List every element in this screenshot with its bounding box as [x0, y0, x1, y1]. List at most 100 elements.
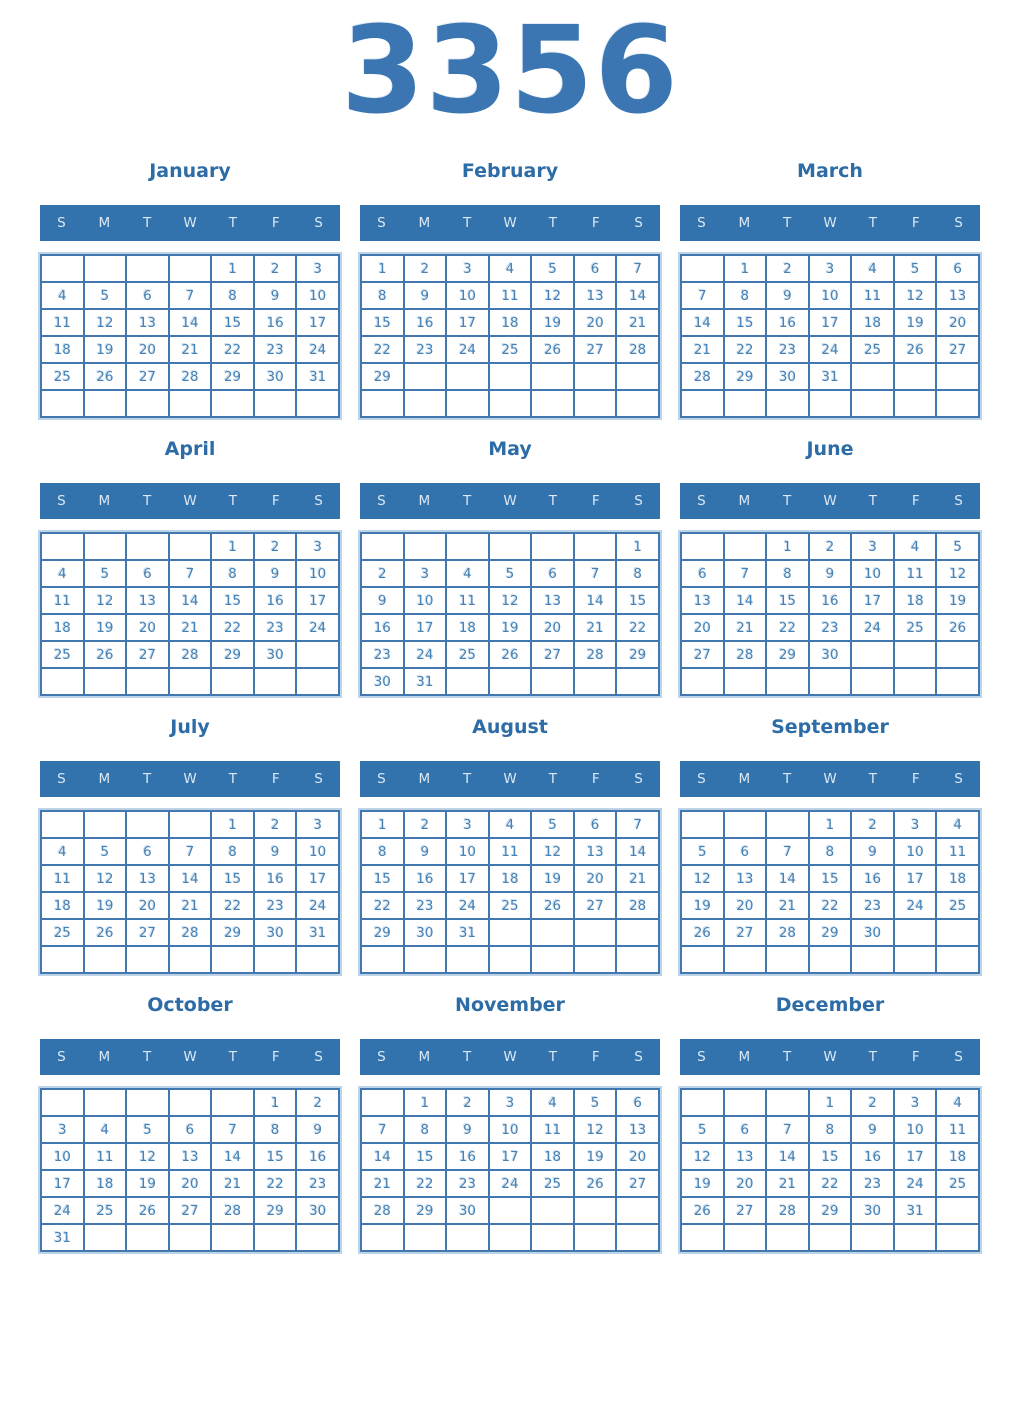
- day-cell: 19: [82, 891, 128, 920]
- weekday-label: S: [57, 493, 66, 509]
- weekday-label: F: [271, 1049, 280, 1065]
- weekday-label: M: [98, 493, 111, 509]
- weekday-label: M: [418, 215, 431, 231]
- day-cell: 17: [487, 1142, 533, 1171]
- weekday-label: W: [183, 493, 197, 509]
- empty-day-cell: [82, 667, 128, 696]
- day-cell: 10: [445, 837, 490, 866]
- day-cell: 8: [210, 281, 255, 310]
- day-cell: 17: [850, 586, 895, 615]
- day-cell: 18: [892, 586, 938, 615]
- week-row: 10 11 12 13 14 15 16: [40, 1142, 340, 1171]
- day-cell: 21: [680, 335, 725, 364]
- day-cell: 4: [487, 810, 533, 839]
- empty-day-cell: [722, 1223, 768, 1252]
- day-cell: 16: [807, 586, 853, 615]
- day-cell: 9: [402, 281, 448, 310]
- weekday-label: T: [783, 771, 792, 787]
- day-cell: 4: [850, 254, 895, 283]
- day-cell: 31: [295, 362, 340, 391]
- empty-day-cell: [680, 254, 725, 283]
- weekday-label: S: [377, 1049, 386, 1065]
- weekday-label: S: [314, 493, 323, 509]
- empty-day-cell: [722, 389, 768, 418]
- day-cell: 18: [935, 1142, 980, 1171]
- day-cell: 30: [765, 362, 810, 391]
- day-cell: 29: [210, 362, 255, 391]
- day-cell: 23: [445, 1169, 490, 1198]
- day-cell: 2: [850, 810, 895, 839]
- day-cell: 20: [680, 613, 725, 642]
- day-cell: 22: [765, 613, 810, 642]
- day-cell: 10: [892, 1115, 938, 1144]
- day-cell: 13: [530, 586, 575, 615]
- day-cell: 25: [935, 1169, 980, 1198]
- weekday-label: F: [591, 215, 600, 231]
- day-cell: 30: [807, 640, 853, 669]
- day-cell: 23: [765, 335, 810, 364]
- week-row: [680, 945, 980, 974]
- day-cell: 22: [807, 1169, 853, 1198]
- day-cell: 27: [572, 335, 618, 364]
- day-cell: 20: [722, 891, 768, 920]
- weekday-label: T: [228, 1049, 237, 1065]
- day-cell: 4: [40, 559, 85, 588]
- day-cell: 29: [615, 640, 660, 669]
- day-cell: 11: [487, 281, 533, 310]
- day-cell: 9: [807, 559, 853, 588]
- day-cell: 17: [402, 613, 448, 642]
- empty-day-cell: [402, 389, 448, 418]
- empty-day-cell: [615, 1223, 660, 1252]
- day-cell: 11: [82, 1142, 128, 1171]
- day-cell: 28: [167, 918, 213, 947]
- week-row: [360, 945, 660, 974]
- day-cell: 19: [935, 586, 980, 615]
- weekday-label: S: [314, 215, 323, 231]
- week-row: 26 27 28 29 30: [680, 918, 980, 947]
- day-cell: 23: [252, 613, 298, 642]
- weekday-label: T: [143, 1049, 152, 1065]
- day-cell: 26: [680, 918, 725, 947]
- day-cell: 10: [295, 837, 340, 866]
- weekday-label: F: [271, 493, 280, 509]
- day-cell: 7: [680, 281, 725, 310]
- day-cell: 20: [167, 1169, 213, 1198]
- empty-day-cell: [82, 254, 128, 283]
- week-row: 7 8 9 10 11 12 13: [680, 281, 980, 310]
- week-row: 28 29 30: [360, 1196, 660, 1225]
- day-cell: 30: [360, 667, 405, 696]
- day-cell: 9: [765, 281, 810, 310]
- weekday-label: F: [271, 771, 280, 787]
- day-cell: 11: [935, 1115, 980, 1144]
- day-cell: 23: [850, 1169, 895, 1198]
- weekday-label: T: [548, 771, 557, 787]
- day-cell: 14: [615, 837, 660, 866]
- day-cell: 30: [252, 640, 298, 669]
- day-cell: 3: [402, 559, 448, 588]
- empty-day-cell: [722, 532, 768, 561]
- week-row: 24 25 26 27 28 29 30: [40, 1196, 340, 1225]
- day-cell: 24: [295, 335, 340, 364]
- day-cell: 31: [892, 1196, 938, 1225]
- empty-day-cell: [807, 389, 853, 418]
- empty-day-cell: [807, 667, 853, 696]
- day-cell: 3: [445, 254, 490, 283]
- weekday-label: W: [503, 1049, 517, 1065]
- week-row: 14 15 16 17 18 19 20: [360, 1142, 660, 1171]
- day-cell: 20: [125, 613, 170, 642]
- weekday-label: M: [738, 1049, 751, 1065]
- empty-day-cell: [807, 945, 853, 974]
- week-row: 25 26 27 28 29 30 31: [40, 362, 340, 391]
- empty-day-cell: [722, 810, 768, 839]
- day-cell: 11: [530, 1115, 575, 1144]
